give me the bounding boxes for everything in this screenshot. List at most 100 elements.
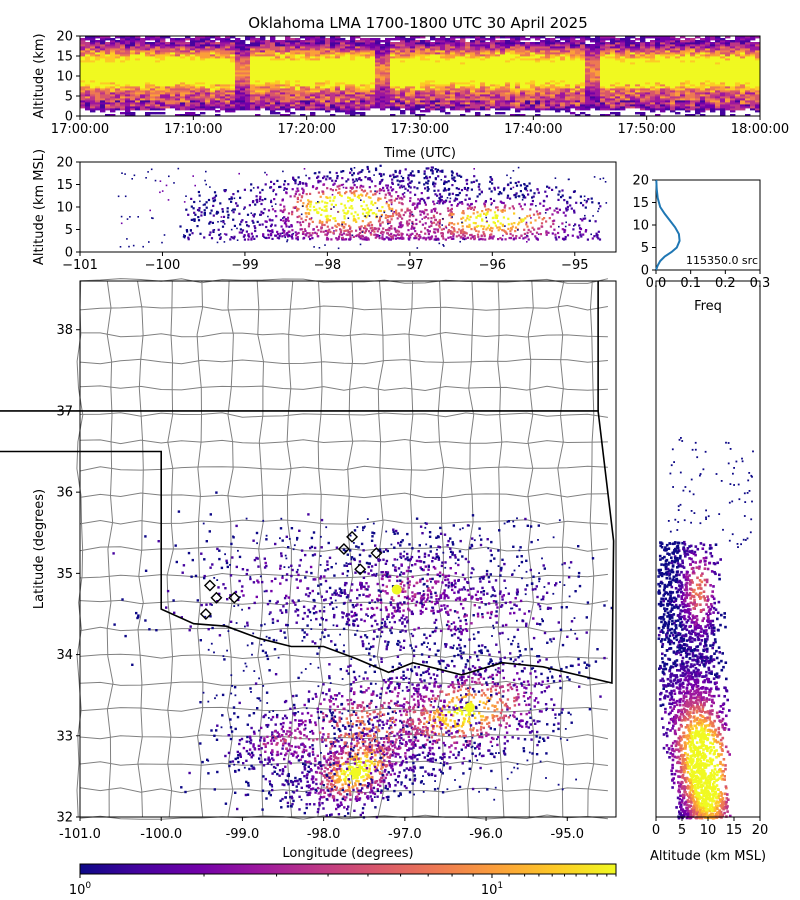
- time-height-cell: [555, 68, 561, 71]
- time-height-cell: [225, 40, 231, 43]
- time-height-cell: [620, 58, 626, 61]
- time-height-cell: [405, 62, 411, 65]
- time-height-cell: [215, 42, 221, 45]
- time-height-cell: [145, 108, 151, 111]
- time-height-cell: [435, 104, 441, 107]
- time-height-cell: [140, 96, 146, 99]
- time-height-cell: [630, 82, 636, 85]
- time-height-cell: [370, 102, 376, 105]
- time-height-cell: [185, 60, 191, 63]
- time-height-cell: [720, 114, 726, 117]
- time-height-cell: [300, 102, 306, 105]
- time-height-cell: [295, 42, 301, 45]
- time-height-cell: [185, 112, 191, 115]
- time-height-cell: [575, 58, 581, 61]
- time-height-cell: [365, 38, 371, 41]
- time-height-cell: [385, 44, 391, 47]
- time-height-cell: [325, 108, 331, 111]
- time-height-cell: [305, 88, 311, 91]
- time-height-cell: [255, 68, 261, 71]
- time-height-cell: [235, 58, 241, 61]
- time-height-cell: [285, 50, 291, 53]
- time-height-cell: [240, 40, 246, 43]
- time-height-cell: [140, 48, 146, 51]
- time-height-cell: [395, 98, 401, 101]
- time-height-cell: [115, 36, 121, 39]
- time-height-cell: [265, 62, 271, 65]
- time-height-cell: [460, 106, 466, 109]
- time-height-cell: [330, 40, 336, 43]
- time-height-cell: [425, 88, 431, 91]
- time-height-cell: [100, 90, 106, 93]
- time-height-cell: [610, 112, 616, 115]
- time-height-cell: [85, 98, 91, 101]
- time-height-cell: [665, 52, 671, 55]
- time-height-cell: [130, 72, 136, 75]
- time-height-cell: [730, 104, 736, 107]
- time-height-cell: [475, 58, 481, 61]
- time-height-cell: [80, 58, 86, 61]
- time-height-cell: [545, 68, 551, 71]
- time-height-cell: [630, 46, 636, 49]
- time-height-cell: [305, 94, 311, 97]
- time-height-cell: [700, 38, 706, 41]
- time-height-cell: [495, 96, 501, 99]
- time-height-cell: [265, 40, 271, 43]
- time-height-cell: [240, 102, 246, 105]
- time-height-cell: [385, 66, 391, 69]
- time-height-cell: [385, 64, 391, 67]
- time-height-cell: [650, 62, 656, 65]
- time-height-cell: [405, 88, 411, 91]
- time-height-cell: [300, 82, 306, 85]
- time-height-cell: [520, 66, 526, 69]
- time-height-cell: [405, 98, 411, 101]
- time-height-cell: [290, 54, 296, 57]
- time-height-cell: [245, 56, 251, 59]
- time-height-cell: [600, 96, 606, 99]
- time-height-cell: [175, 114, 181, 117]
- time-height-cell: [380, 82, 386, 85]
- time-height-cell: [465, 70, 471, 73]
- time-height-cell: [370, 58, 376, 61]
- time-height-cell: [375, 98, 381, 101]
- time-height-cell: [360, 62, 366, 65]
- time-height-cell: [130, 58, 136, 61]
- time-height-cell: [650, 72, 656, 75]
- time-height-cell: [410, 110, 416, 113]
- time-height-cell: [475, 106, 481, 109]
- time-height-cell: [330, 106, 336, 109]
- time-height-cell: [730, 44, 736, 47]
- time-height-cell: [425, 96, 431, 99]
- time-height-cell: [500, 76, 506, 79]
- time-height-cell: [80, 70, 86, 73]
- time-height-cell: [380, 52, 386, 55]
- time-height-cell: [90, 88, 96, 91]
- time-height-cell: [470, 106, 476, 109]
- time-height-cell: [110, 48, 116, 51]
- time-height-cell: [465, 48, 471, 51]
- time-height-cell: [80, 90, 86, 93]
- time-height-cell: [735, 36, 741, 39]
- time-height-cell: [340, 80, 346, 83]
- time-height-cell: [125, 58, 131, 61]
- time-height-cell: [285, 44, 291, 47]
- time-height-cell: [190, 68, 196, 71]
- time-height-cell: [680, 102, 686, 105]
- time-height-cell: [565, 92, 571, 95]
- time-height-cell: [190, 84, 196, 87]
- time-height-cell: [350, 86, 356, 89]
- time-height-cell: [105, 38, 111, 41]
- time-height-cell: [335, 52, 341, 55]
- time-height-cell: [515, 82, 521, 85]
- time-height-cell: [625, 92, 631, 95]
- time-height-cell: [640, 90, 646, 93]
- time-height-cell: [620, 56, 626, 59]
- time-height-cell: [570, 68, 576, 71]
- time-height-cell: [575, 72, 581, 75]
- time-height-cell: [180, 38, 186, 41]
- time-height-cell: [705, 54, 711, 57]
- time-height-cell: [355, 108, 361, 111]
- time-height-cell: [540, 104, 546, 107]
- time-height-cell: [280, 100, 286, 103]
- time-height-cell: [510, 70, 516, 73]
